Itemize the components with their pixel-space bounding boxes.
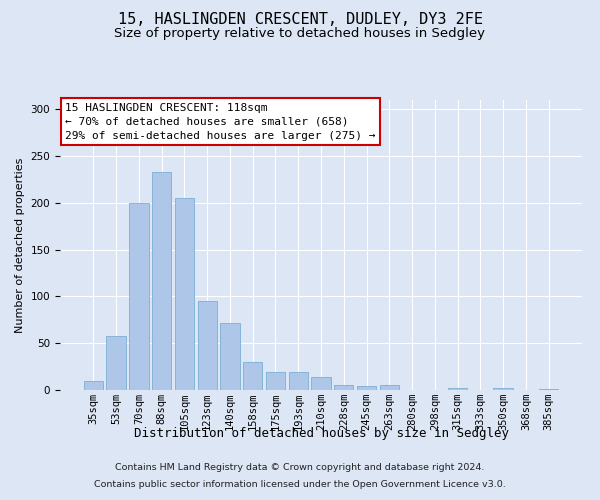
Bar (175, 198, 194, 390)
Text: Contains HM Land Registry data © Crown copyright and database right 2024.: Contains HM Land Registry data © Crown c… (115, 464, 485, 472)
Bar (243, 362, 262, 390)
Text: 15 HASLINGDEN CRESCENT: 118sqm
← 70% of detached houses are smaller (658)
29% of: 15 HASLINGDEN CRESCENT: 118sqm ← 70% of … (65, 103, 376, 141)
Bar (129, 203, 149, 390)
Bar (493, 388, 513, 390)
Text: Distribution of detached houses by size in Sedgley: Distribution of detached houses by size … (133, 428, 509, 440)
Bar (380, 386, 399, 390)
Bar (152, 172, 172, 390)
Bar (289, 372, 308, 390)
Text: Size of property relative to detached houses in Sedgley: Size of property relative to detached ho… (115, 28, 485, 40)
Text: Contains public sector information licensed under the Open Government Licence v3: Contains public sector information licen… (94, 480, 506, 489)
Bar (334, 386, 353, 390)
Bar (106, 336, 126, 390)
Bar (220, 322, 239, 390)
Y-axis label: Number of detached properties: Number of detached properties (15, 158, 25, 332)
Bar (357, 386, 376, 390)
Bar (197, 301, 217, 390)
Text: 15, HASLINGDEN CRESCENT, DUDLEY, DY3 2FE: 15, HASLINGDEN CRESCENT, DUDLEY, DY3 2FE (118, 12, 482, 28)
Bar (266, 372, 285, 390)
Bar (311, 377, 331, 390)
Bar (539, 389, 558, 390)
Bar (448, 388, 467, 390)
Bar (84, 380, 103, 390)
